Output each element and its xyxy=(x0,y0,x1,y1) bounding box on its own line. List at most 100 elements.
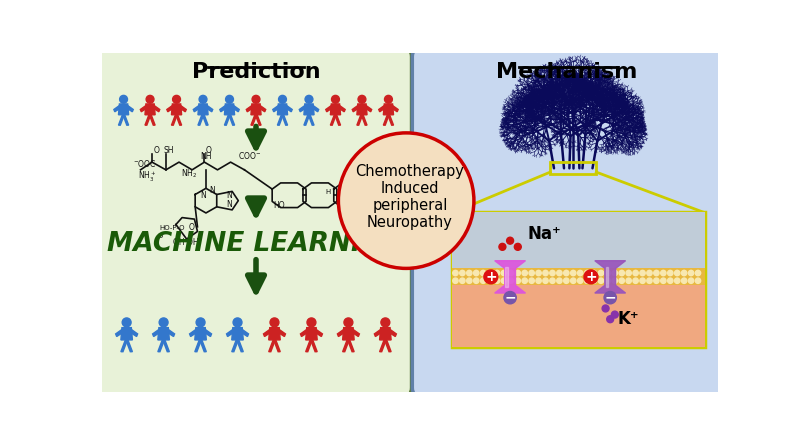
Circle shape xyxy=(591,278,597,283)
FancyBboxPatch shape xyxy=(452,212,705,268)
Circle shape xyxy=(233,318,242,327)
Polygon shape xyxy=(116,330,123,337)
Circle shape xyxy=(695,278,701,283)
Polygon shape xyxy=(225,104,234,115)
Polygon shape xyxy=(494,260,526,293)
Text: Na⁺: Na⁺ xyxy=(527,225,561,243)
Text: +: + xyxy=(485,270,497,284)
Polygon shape xyxy=(308,115,314,125)
Polygon shape xyxy=(232,106,239,112)
Polygon shape xyxy=(357,115,362,125)
Polygon shape xyxy=(342,328,354,340)
Text: +: + xyxy=(585,270,597,284)
Circle shape xyxy=(196,318,205,327)
Circle shape xyxy=(564,270,569,276)
Polygon shape xyxy=(145,115,150,125)
Circle shape xyxy=(536,270,542,276)
Circle shape xyxy=(466,278,472,283)
Circle shape xyxy=(661,270,666,276)
Circle shape xyxy=(667,278,673,283)
Circle shape xyxy=(474,270,479,276)
Circle shape xyxy=(494,270,500,276)
Circle shape xyxy=(481,270,486,276)
Polygon shape xyxy=(299,106,306,112)
FancyBboxPatch shape xyxy=(452,212,705,347)
Polygon shape xyxy=(153,330,161,337)
Circle shape xyxy=(529,270,534,276)
Circle shape xyxy=(626,278,631,283)
Text: O: O xyxy=(188,223,194,232)
Circle shape xyxy=(585,278,590,283)
Text: −: − xyxy=(604,291,616,304)
FancyBboxPatch shape xyxy=(412,48,722,397)
Circle shape xyxy=(515,278,521,283)
Circle shape xyxy=(654,270,659,276)
Polygon shape xyxy=(171,115,178,125)
Circle shape xyxy=(307,318,316,327)
Text: Chemotherapy: Chemotherapy xyxy=(355,164,465,179)
Polygon shape xyxy=(158,340,164,352)
Polygon shape xyxy=(342,340,349,352)
Text: HO-P-O: HO-P-O xyxy=(159,225,185,231)
Circle shape xyxy=(611,311,618,318)
Polygon shape xyxy=(314,330,322,337)
Circle shape xyxy=(536,278,542,283)
Polygon shape xyxy=(304,115,310,125)
Circle shape xyxy=(494,278,500,283)
Polygon shape xyxy=(352,106,359,112)
Circle shape xyxy=(199,95,207,103)
Polygon shape xyxy=(278,330,286,337)
Text: H: H xyxy=(326,189,330,195)
Circle shape xyxy=(385,95,392,103)
Circle shape xyxy=(667,270,673,276)
Polygon shape xyxy=(391,106,398,112)
Circle shape xyxy=(682,278,687,283)
FancyBboxPatch shape xyxy=(452,285,705,347)
Circle shape xyxy=(557,270,562,276)
Circle shape xyxy=(270,318,279,327)
Polygon shape xyxy=(202,115,208,125)
Circle shape xyxy=(605,270,610,276)
Circle shape xyxy=(484,270,498,284)
Circle shape xyxy=(331,95,339,103)
Text: O: O xyxy=(154,146,159,155)
Circle shape xyxy=(591,270,597,276)
Polygon shape xyxy=(357,104,367,115)
Circle shape xyxy=(612,270,618,276)
Polygon shape xyxy=(330,104,341,115)
Circle shape xyxy=(605,278,610,283)
Circle shape xyxy=(602,305,609,312)
Text: OH OH: OH OH xyxy=(173,238,198,247)
Polygon shape xyxy=(126,340,132,352)
Circle shape xyxy=(550,270,555,276)
Circle shape xyxy=(226,95,234,103)
Circle shape xyxy=(120,95,127,103)
Circle shape xyxy=(661,278,666,283)
Circle shape xyxy=(543,278,548,283)
Circle shape xyxy=(674,278,680,283)
Circle shape xyxy=(598,278,604,283)
Polygon shape xyxy=(123,115,129,125)
Circle shape xyxy=(173,95,181,103)
Polygon shape xyxy=(278,104,287,115)
Circle shape xyxy=(514,243,522,250)
Circle shape xyxy=(619,270,625,276)
Circle shape xyxy=(522,270,527,276)
Circle shape xyxy=(278,95,286,103)
Polygon shape xyxy=(326,106,333,112)
Text: N: N xyxy=(226,200,232,209)
Polygon shape xyxy=(310,340,317,352)
Polygon shape xyxy=(241,330,249,337)
Text: O$^-$: O$^-$ xyxy=(158,231,170,240)
Polygon shape xyxy=(383,104,394,115)
Circle shape xyxy=(508,270,514,276)
Polygon shape xyxy=(226,330,234,337)
Circle shape xyxy=(381,318,390,327)
Polygon shape xyxy=(304,104,314,115)
Circle shape xyxy=(695,270,701,276)
Text: Neuropathy: Neuropathy xyxy=(367,215,453,230)
Polygon shape xyxy=(362,115,367,125)
Polygon shape xyxy=(334,115,341,125)
Polygon shape xyxy=(166,330,174,337)
Circle shape xyxy=(502,278,506,283)
